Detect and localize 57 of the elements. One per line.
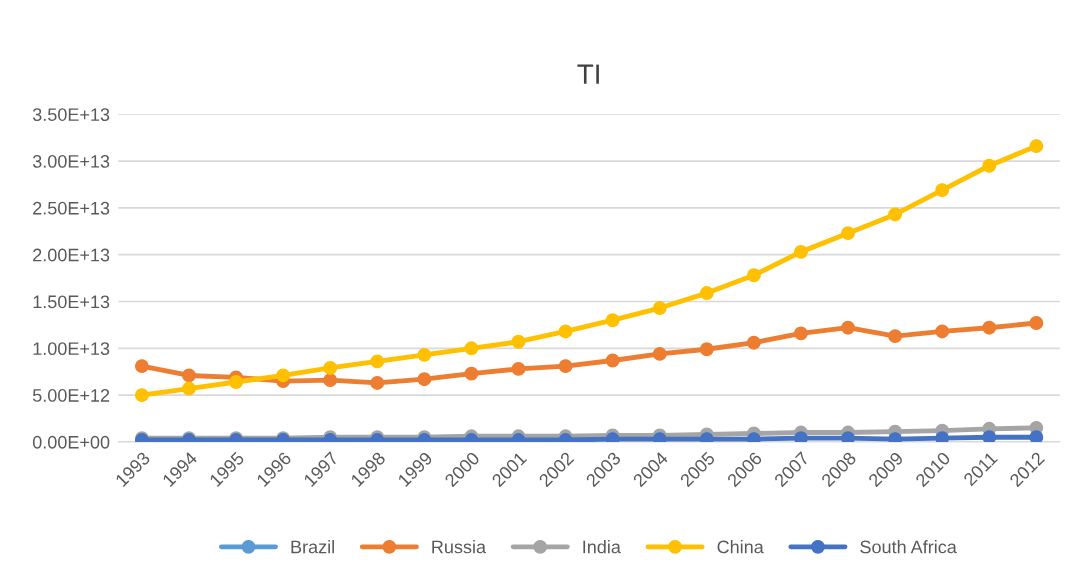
y-tick-label: 0.00E+00 bbox=[32, 435, 110, 449]
point bbox=[935, 183, 950, 198]
legend-label: India bbox=[583, 540, 621, 554]
legend-label: China bbox=[717, 540, 764, 554]
point bbox=[699, 342, 714, 357]
point bbox=[182, 381, 196, 396]
point bbox=[746, 268, 761, 283]
point bbox=[652, 301, 667, 315]
y-tick-label: 1.50E+13 bbox=[33, 295, 110, 309]
point bbox=[982, 320, 997, 335]
point bbox=[276, 368, 291, 383]
point bbox=[134, 359, 149, 374]
point bbox=[982, 158, 997, 173]
y-tick-label: 3.00E+13 bbox=[32, 155, 110, 168]
point bbox=[558, 324, 573, 339]
point bbox=[464, 341, 479, 356]
legend-label: Russia bbox=[432, 540, 487, 554]
point bbox=[794, 244, 808, 259]
point bbox=[370, 354, 385, 369]
point bbox=[417, 347, 432, 362]
y-tick-label: 3.50E+13 bbox=[32, 108, 110, 121]
y-tick-label: 2.50E+13 bbox=[33, 201, 110, 215]
point bbox=[652, 346, 667, 361]
point bbox=[699, 286, 714, 301]
point bbox=[794, 431, 808, 442]
point bbox=[323, 361, 338, 375]
legend-label: South Africa bbox=[860, 540, 957, 554]
point bbox=[888, 329, 903, 344]
point bbox=[511, 361, 526, 376]
point bbox=[841, 226, 855, 241]
point bbox=[935, 324, 950, 339]
point bbox=[464, 366, 479, 381]
y-tick-label: 2.00E+13 bbox=[33, 248, 110, 262]
point bbox=[794, 326, 808, 341]
point bbox=[935, 431, 950, 442]
point bbox=[605, 353, 620, 368]
point bbox=[605, 313, 620, 328]
point bbox=[323, 373, 338, 388]
point bbox=[182, 368, 196, 383]
point bbox=[1029, 139, 1044, 154]
point bbox=[511, 334, 526, 349]
point bbox=[1029, 430, 1044, 442]
y-tick-label: 5.00E+12 bbox=[32, 389, 110, 402]
point bbox=[370, 375, 385, 390]
point bbox=[841, 431, 855, 442]
point bbox=[134, 388, 149, 403]
legend-label: Brazil bbox=[291, 540, 334, 554]
point bbox=[417, 372, 432, 387]
y-tick-label: 1.00E+13 bbox=[33, 342, 110, 356]
point bbox=[229, 375, 243, 389]
point bbox=[558, 359, 573, 374]
point bbox=[841, 320, 855, 335]
chart-title: TI bbox=[577, 64, 599, 84]
point bbox=[1029, 316, 1044, 330]
point bbox=[982, 430, 997, 442]
point bbox=[746, 335, 761, 350]
point bbox=[888, 207, 903, 222]
